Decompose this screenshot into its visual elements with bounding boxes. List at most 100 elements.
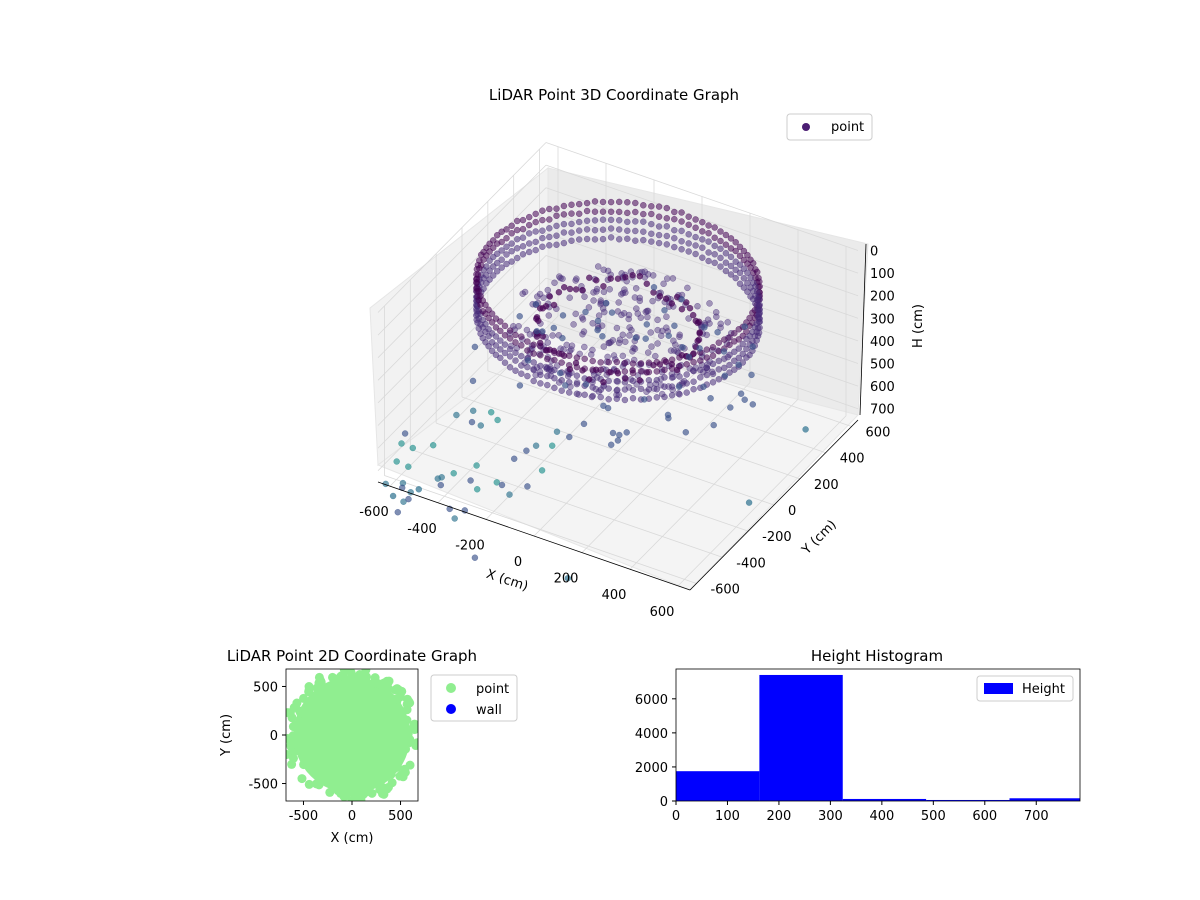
data-point (519, 251, 527, 258)
data-point (560, 211, 568, 218)
data-point (653, 394, 661, 401)
data-point (597, 359, 604, 366)
z-tick-label-3d: 100 (870, 267, 895, 282)
data-point (685, 248, 692, 255)
data-point (735, 326, 743, 333)
data-point (498, 264, 505, 271)
data-point (632, 334, 640, 342)
data-point (525, 230, 533, 237)
data-point (655, 203, 663, 210)
data-point-2d (299, 693, 309, 703)
data-point (727, 262, 735, 270)
data-point (624, 209, 631, 217)
y-tick-label-3d: 0 (788, 504, 796, 519)
x-tick-label-hist: 500 (921, 809, 946, 824)
data-point (593, 277, 600, 284)
data-point (661, 366, 668, 374)
data-point (437, 481, 445, 489)
data-point (743, 345, 750, 353)
data-point (503, 251, 510, 258)
data-point (602, 299, 610, 307)
data-point (644, 271, 652, 278)
data-point (614, 308, 622, 315)
data-point (498, 481, 506, 489)
data-point (581, 343, 588, 351)
data-point (582, 381, 590, 388)
data-point (654, 340, 661, 347)
data-point (393, 458, 400, 465)
data-point (727, 253, 735, 261)
data-point (676, 373, 683, 380)
data-point (498, 247, 505, 254)
data-point-2d (288, 722, 298, 732)
data-point-2d (297, 774, 307, 784)
data-point-2d (386, 769, 396, 779)
data-point (614, 437, 622, 444)
data-point (516, 313, 523, 320)
data-point (647, 329, 654, 336)
data-point (524, 372, 531, 380)
data-point (605, 385, 612, 392)
x-tick-label-3d: -200 (455, 538, 485, 553)
data-point (705, 222, 712, 229)
y-tick-label-hist: 6000 (635, 693, 668, 708)
data-point (524, 483, 531, 490)
data-point (756, 324, 763, 331)
data-point (648, 230, 655, 238)
data-point (741, 396, 748, 403)
data-point (485, 325, 492, 333)
data-point (546, 233, 553, 241)
grid-line (677, 415, 847, 587)
data-point (648, 220, 655, 228)
data-point (629, 386, 637, 394)
data-point (501, 349, 509, 357)
data-point (537, 362, 544, 370)
data-point (671, 226, 678, 234)
data-point (668, 360, 676, 368)
data-point (683, 389, 690, 396)
data-point (539, 227, 546, 234)
data-point (469, 407, 477, 415)
data-point (673, 366, 681, 374)
data-point (711, 259, 718, 267)
data-point (573, 275, 580, 282)
data-point (678, 238, 685, 245)
histogram-bar (842, 798, 927, 801)
data-point (394, 508, 402, 516)
chart-3d: LiDAR Point 3D Coordinate Graph -600 -400… (359, 86, 926, 620)
data-point (652, 352, 659, 360)
data-point (497, 327, 504, 335)
data-point (532, 246, 539, 254)
data-point (599, 208, 607, 215)
data-point (405, 463, 412, 470)
data-point (727, 235, 735, 242)
data-point (692, 224, 699, 232)
data-point (587, 351, 595, 358)
data-point (519, 225, 527, 233)
data-point (671, 215, 678, 223)
data-point (705, 249, 712, 256)
data-point-2d (402, 705, 412, 715)
data-point (632, 237, 639, 244)
data-point (604, 353, 611, 361)
data-point (671, 322, 678, 330)
data-point (525, 221, 533, 229)
chart-histogram: Height Histogram 0 100 200 300 400 500 600 7000… (635, 647, 1081, 824)
data-point (560, 239, 568, 247)
data-point (618, 291, 625, 298)
data-point (735, 354, 743, 362)
data-point (549, 332, 556, 339)
data-point (573, 354, 581, 361)
data-point (583, 235, 591, 243)
data-point (579, 316, 587, 323)
point-cloud-fill (293, 676, 411, 794)
data-point (564, 575, 572, 582)
data-point (625, 311, 633, 319)
data-point (636, 297, 644, 305)
data-point (621, 386, 629, 393)
data-point (518, 362, 525, 369)
data-point (607, 441, 615, 449)
data-point (593, 285, 601, 293)
data-point (567, 346, 575, 353)
y-tick-label-hist: 2000 (635, 761, 668, 776)
